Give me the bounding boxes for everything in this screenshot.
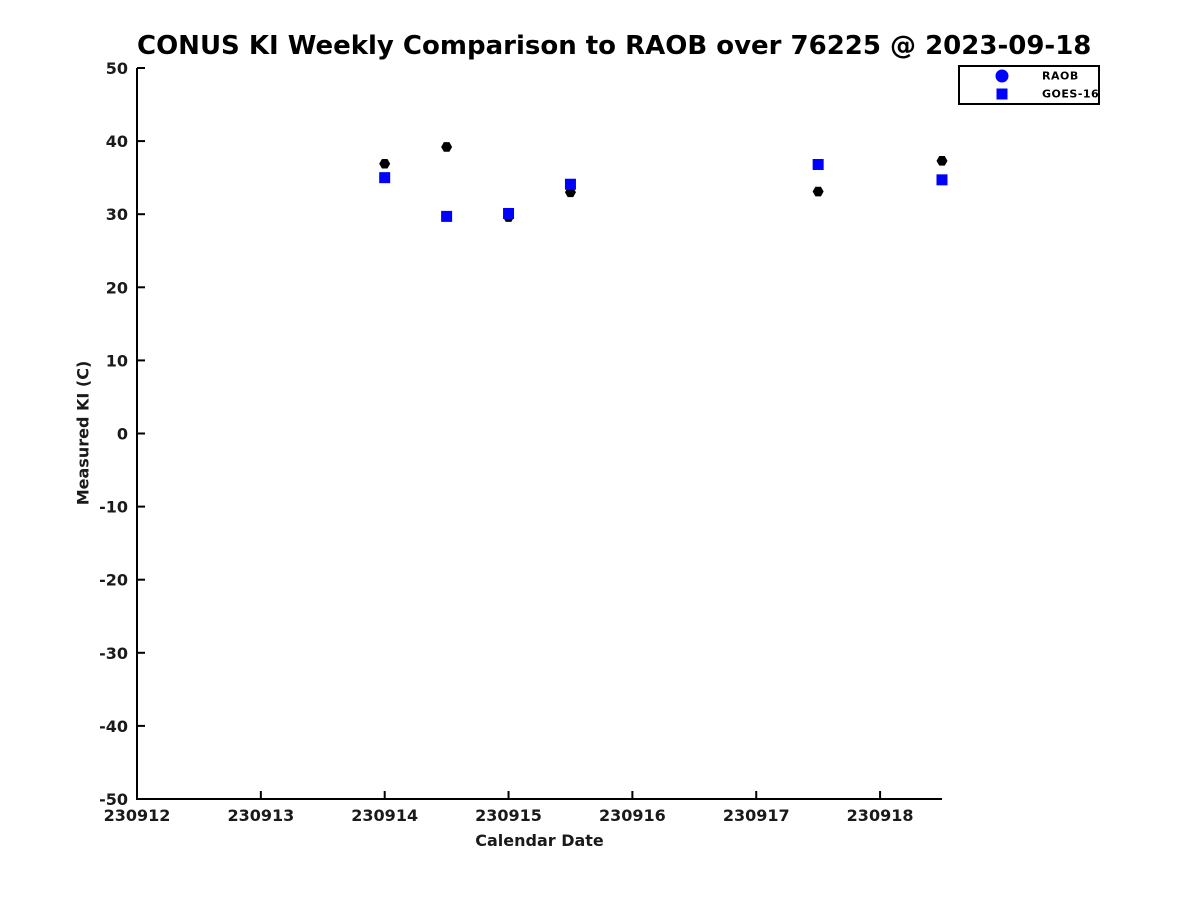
y-tick-label: -20 [99, 571, 128, 590]
x-tick-label: 230915 [475, 806, 542, 825]
x-tick-label: 230914 [351, 806, 418, 825]
legend-entry-raob: RAOB [960, 68, 1098, 85]
data-point-raob [379, 158, 391, 169]
data-point-goes-16 [503, 207, 515, 219]
x-tick-label: 230913 [227, 806, 294, 825]
y-tick-label: 20 [106, 278, 128, 297]
y-tick-label: -30 [99, 644, 128, 663]
x-tick-label: 230916 [599, 806, 666, 825]
chart-title: CONUS KI Weekly Comparison to RAOB over … [137, 31, 1092, 61]
legend-entry-goes-16: GOES-16 [960, 85, 1100, 102]
y-tick-label: 50 [106, 59, 128, 78]
goes-16-legend-marker-icon [996, 88, 1008, 100]
legend-label-raob: RAOB [1042, 69, 1079, 83]
data-point-goes-16 [812, 158, 824, 170]
data-point-goes-16 [936, 174, 948, 186]
data-point-raob [812, 186, 824, 197]
data-point-goes-16 [379, 172, 391, 184]
legend-label-goes-16: GOES-16 [1042, 87, 1100, 101]
y-tick-label: 40 [106, 132, 128, 151]
y-tick-label: -10 [99, 498, 128, 517]
data-point-goes-16 [564, 178, 576, 190]
data-point-raob [564, 187, 576, 198]
data-point-raob [441, 142, 453, 152]
x-tick-label: 230918 [847, 806, 914, 825]
raob-legend-marker-icon [995, 69, 1009, 83]
y-tick-label: 30 [106, 205, 128, 224]
data-point-goes-16 [441, 210, 453, 222]
y-tick-label: -40 [99, 717, 128, 736]
y-tick-label: 0 [117, 425, 128, 444]
x-tick-label: 230912 [104, 806, 171, 825]
x-tick-label: 230917 [723, 806, 790, 825]
data-point-raob [936, 156, 948, 166]
x-axis-label: Calendar Date [475, 831, 604, 850]
legend: RAOB GOES-16 [958, 65, 1100, 105]
y-tick-label: 10 [106, 351, 128, 370]
y-tick-label: -50 [99, 790, 128, 809]
